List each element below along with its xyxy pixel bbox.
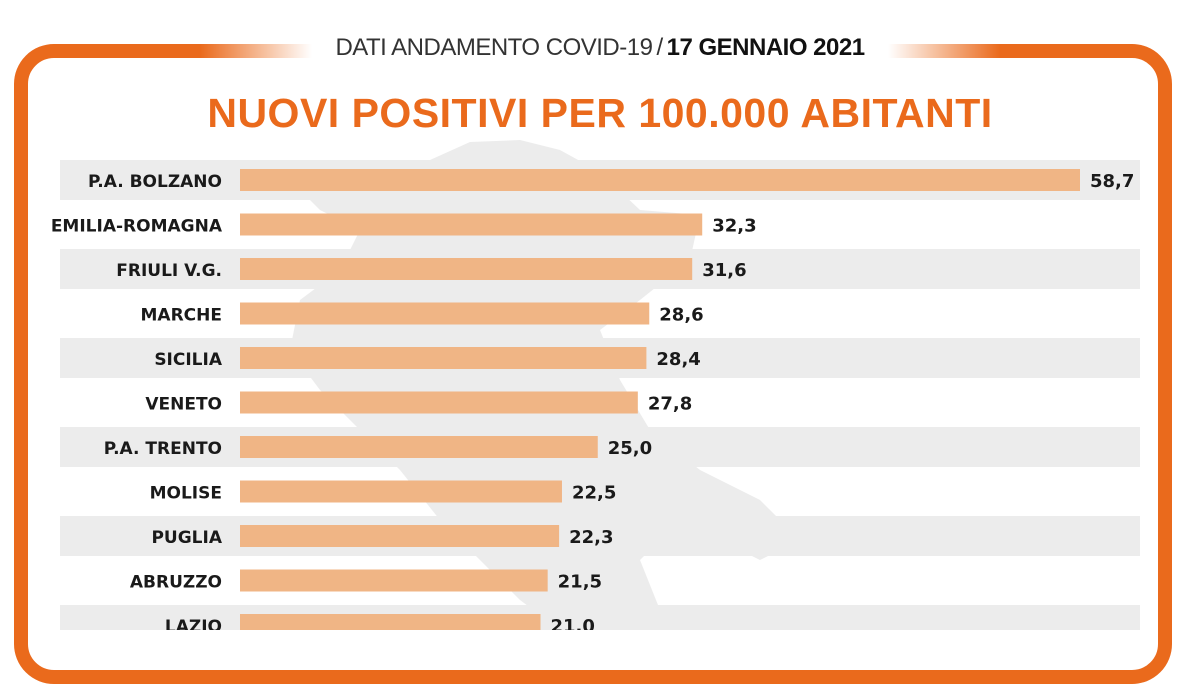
frame-top-gap [200,30,1000,74]
header-subtitle: DATI ANDAMENTO COVID-19 [335,34,653,61]
bar-chart: P.A. BOLZANO 58,7 EMILIA-ROMAGNA 32,3 FRIULI… [51,160,1140,630]
value-label: 22,5 [572,483,616,504]
value-label: 58,7 [1090,171,1134,192]
value-label: 31,6 [702,260,746,281]
value-label: 28,4 [656,349,700,370]
chart-title: NUOVI POSITIVI PER 100.000 ABITANTI [207,90,993,136]
category-label: P.A. BOLZANO [88,172,222,192]
bar [240,302,650,325]
bar [240,569,548,592]
bar [240,258,693,280]
category-label: MOLISE [150,484,222,504]
header-line: DATI ANDAMENTO COVID-19/17 GENNAIO 2021 [0,34,1200,62]
row-band [60,427,1140,467]
category-label: VENETO [145,395,222,415]
category-label: LAZIO [165,617,222,630]
category-label: PUGLIA [151,528,222,548]
value-label: 28,6 [659,305,703,326]
row-band [60,605,1140,630]
bar [240,391,638,414]
bar [240,347,647,369]
category-label: FRIULI V.G. [116,261,222,281]
bar [240,436,598,458]
value-label: 32,3 [712,216,756,237]
header-separator: / [656,34,663,61]
bar [240,213,703,236]
bar [240,525,560,547]
bar [240,480,562,503]
category-label: SICILIA [154,350,223,370]
category-label: ABRUZZO [130,573,222,593]
value-label: 27,8 [648,394,692,415]
header-date: 17 GENNAIO 2021 [666,34,865,61]
category-label: EMILIA-ROMAGNA [51,217,223,237]
value-label: 22,3 [569,527,613,548]
bar [240,169,1080,191]
category-label: MARCHE [141,306,222,326]
value-label: 25,0 [608,438,652,459]
value-label: 21,0 [551,616,595,630]
value-label: 21,5 [558,572,602,593]
bar [240,614,541,630]
category-label: P.A. TRENTO [104,439,222,459]
